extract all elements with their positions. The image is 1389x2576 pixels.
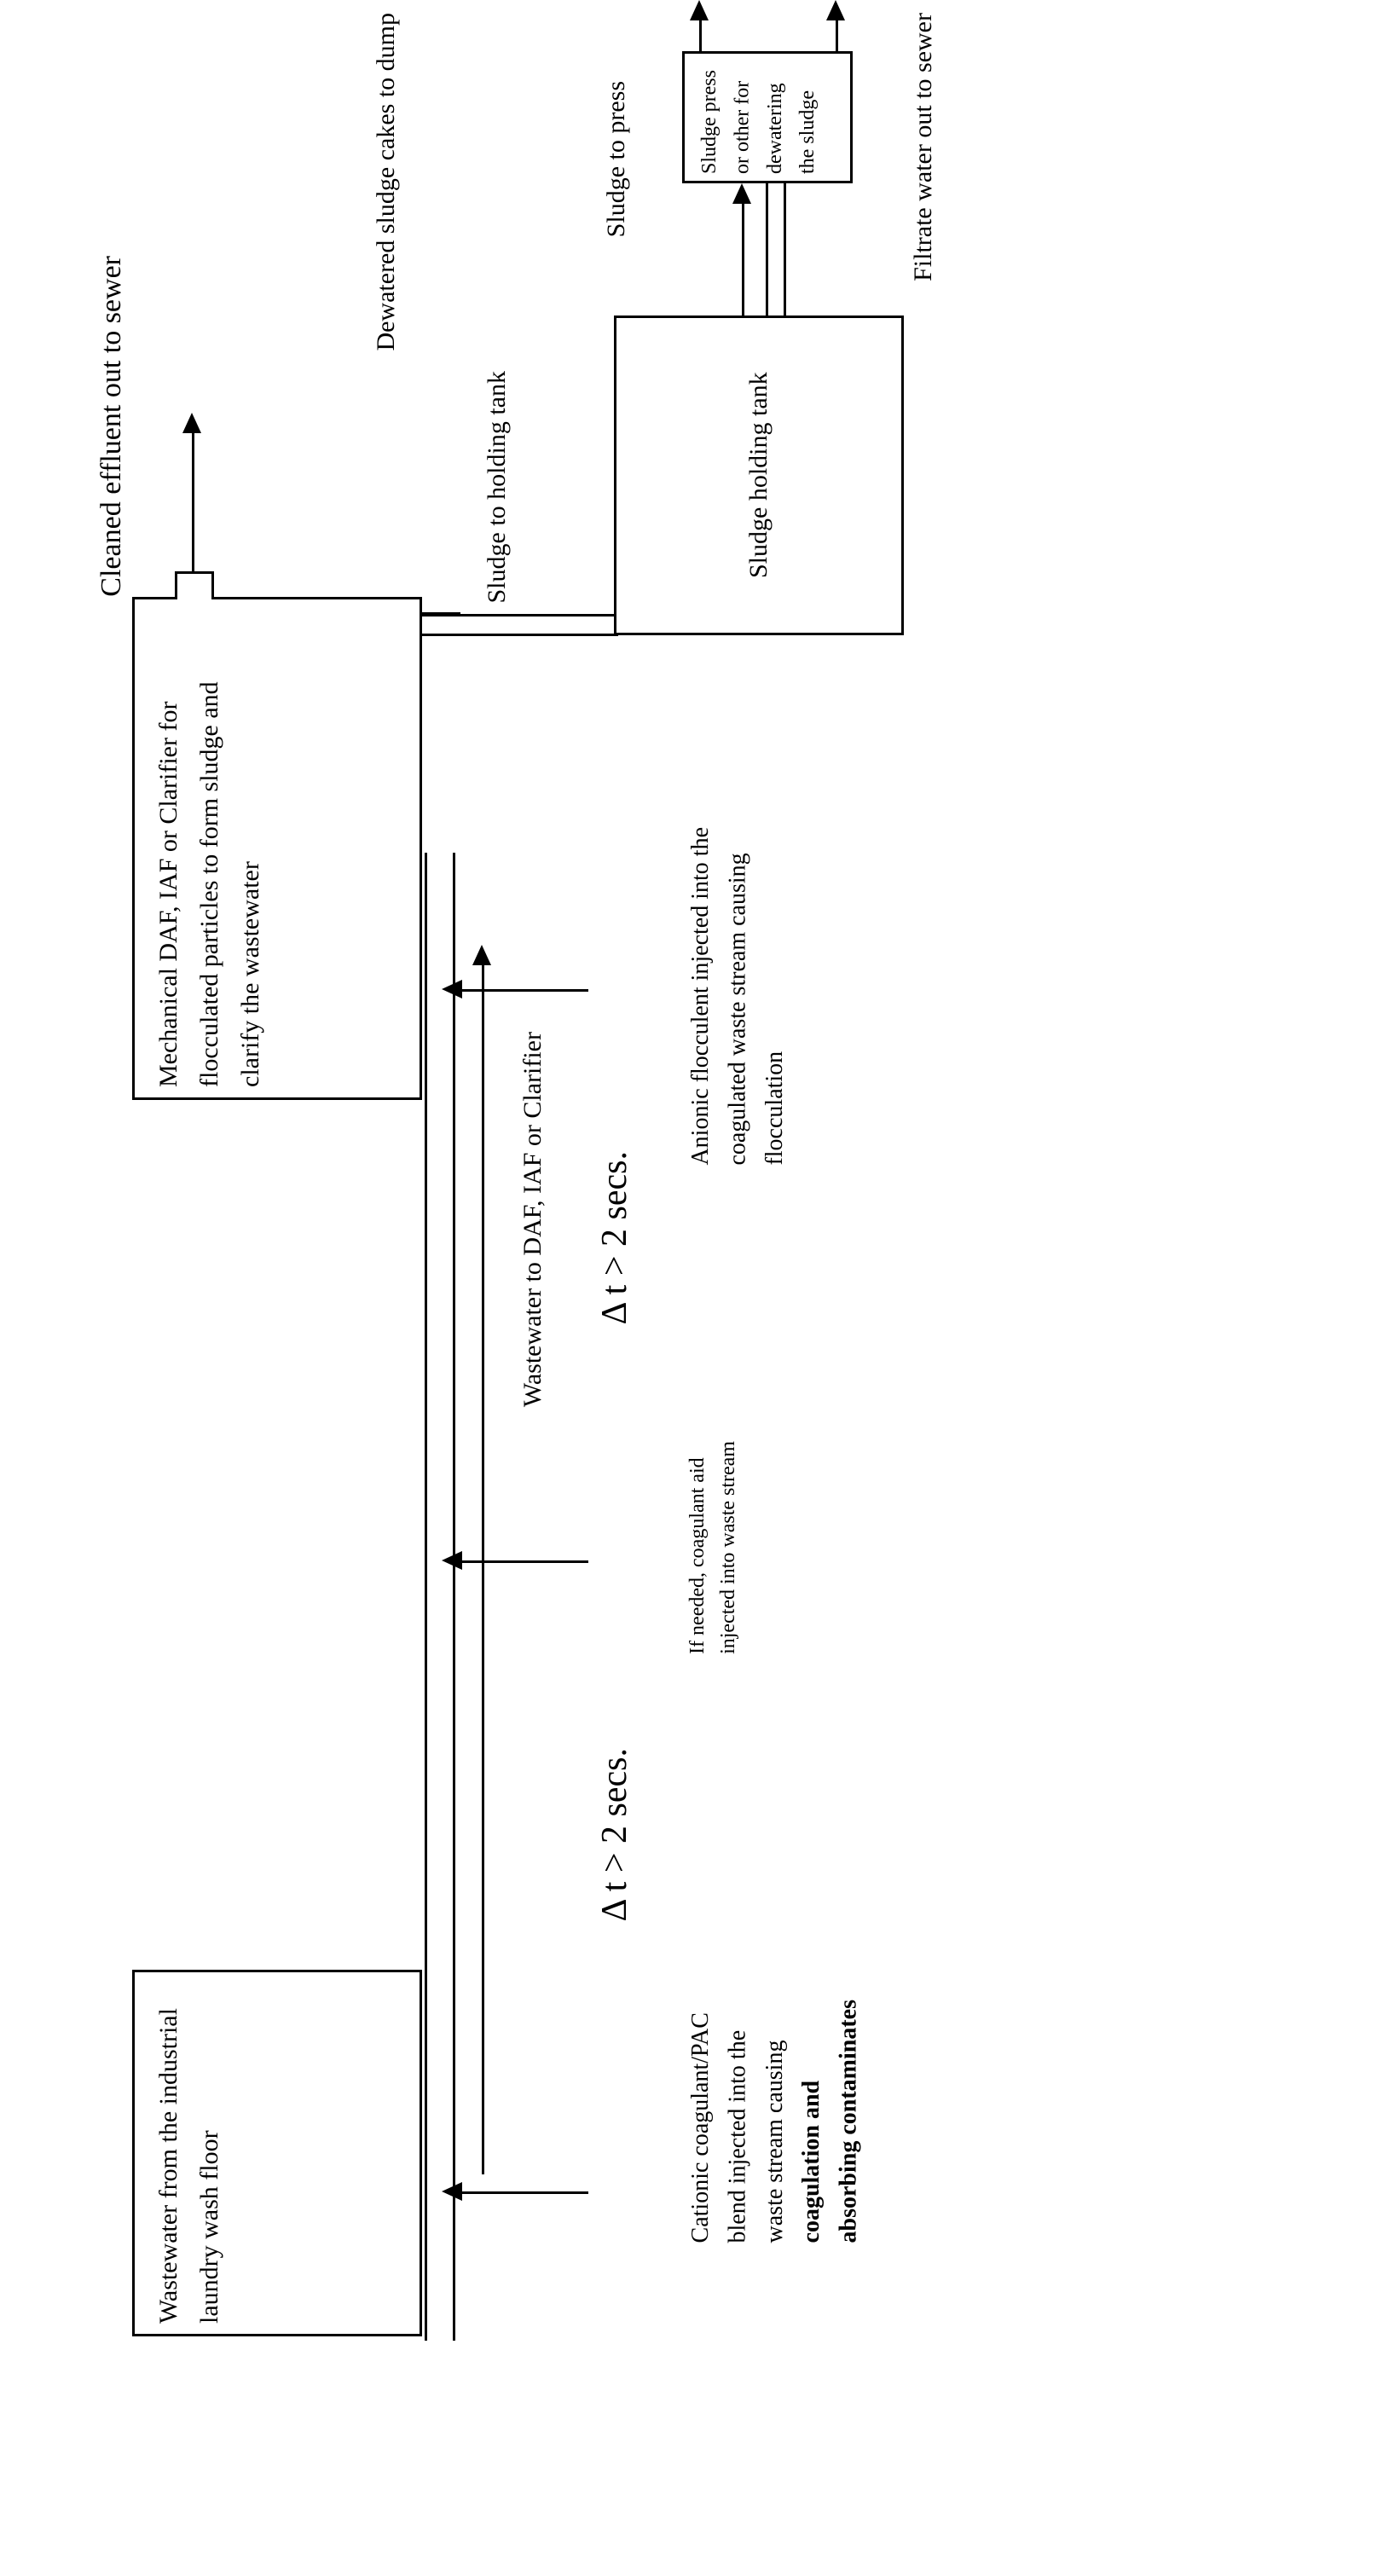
l-filtrate: Filtrate water out to sewer xyxy=(904,13,942,281)
t-press: Sludge press or other for dewatering the… xyxy=(693,61,842,174)
b-holding: Sludge holding tank xyxy=(614,315,904,635)
arr-filtrate-head xyxy=(826,0,845,20)
p-daf-holding xyxy=(422,614,618,636)
arr-dewatered-head xyxy=(690,0,709,20)
inj-coag-shaft xyxy=(460,2191,588,2194)
l-dewatered: Dewatered sludge cakes to dump xyxy=(367,13,405,351)
inj-coag-l1: Cationic coagulant/PAC xyxy=(687,2012,714,2243)
inj-aid-head xyxy=(442,1551,462,1570)
inj-floc-l3: flocculation xyxy=(761,1051,788,1166)
inj-aid-shaft xyxy=(460,1560,588,1563)
delta-t-1: Δ t > 2 secs. xyxy=(588,1748,642,1922)
inj-coag-l3: waste stream causing xyxy=(761,2041,788,2243)
inj-floc-shaft xyxy=(460,989,588,992)
inj-coag-label: Cationic coagulant/PAC blend injected in… xyxy=(682,2000,867,2243)
box-daf: Mechanical DAF, IAF or Clarifier for flo… xyxy=(132,597,422,1100)
text-daf: Mechanical DAF, IAF or Clarifier for flo… xyxy=(148,610,406,1087)
inj-floc-l1: Anionic flocculent injected into the xyxy=(687,827,714,1166)
inj-floc-head xyxy=(442,980,462,999)
flow-arrow-head xyxy=(472,945,491,965)
l-sludge-press: Sludge to press xyxy=(597,81,635,237)
inj-floc-l2: coagulated waste stream causing xyxy=(724,853,750,1165)
box-wastewater-source: Wastewater from the industrial laundry w… xyxy=(132,1970,422,2336)
inj-aid-l1: If needed, coagulant aid xyxy=(686,1457,709,1654)
inj-aid-label: If needed, coagulant aid injected into w… xyxy=(682,1441,744,1654)
flow-arrow-shaft xyxy=(482,964,484,2174)
label-effluent: Cleaned effluent out to sewer xyxy=(90,256,133,597)
a-holding-press xyxy=(742,200,744,315)
b-press: Sludge press or other for dewatering the… xyxy=(682,51,853,183)
main-pipe xyxy=(425,853,455,2341)
inj-floc-label: Anionic flocculent injected into the coa… xyxy=(682,827,793,1166)
delta-t-1-text: Δ t > 2 secs. xyxy=(595,1748,634,1922)
diagram: Wastewater from the industrial laundry w… xyxy=(0,0,1389,2576)
inj-aid-l2: injected into waste stream xyxy=(717,1441,739,1654)
text-wastewater-source: Wastewater from the industrial laundry w… xyxy=(148,1983,406,2324)
effluent-head xyxy=(182,413,201,433)
inj-coag-b2: absorbing contaminates xyxy=(836,2000,862,2243)
l-sludge-holding: Sludge to holding tank xyxy=(477,371,516,604)
t-holding: Sludge holding tank xyxy=(630,328,888,622)
delta-t-2-text: Δ t > 2 secs. xyxy=(595,1151,634,1325)
arr-filtrate-shaft xyxy=(836,15,838,51)
inj-coag-l2: blend injected into the xyxy=(724,2030,750,2243)
effluent-stub-rect xyxy=(175,571,214,599)
delta-t-2: Δ t > 2 secs. xyxy=(588,1151,642,1325)
ah-holding-press xyxy=(732,183,751,204)
inj-coag-head xyxy=(442,2182,462,2201)
inj-coag-b1: coagulation and xyxy=(798,2081,825,2243)
arr-dewatered-shaft xyxy=(699,15,702,51)
pp-holding-press xyxy=(766,183,786,315)
flow-label: Wastewater to DAF, IAF or Clarifier xyxy=(513,1032,552,1407)
